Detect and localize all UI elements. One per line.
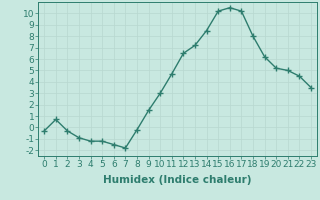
X-axis label: Humidex (Indice chaleur): Humidex (Indice chaleur) [103,175,252,185]
